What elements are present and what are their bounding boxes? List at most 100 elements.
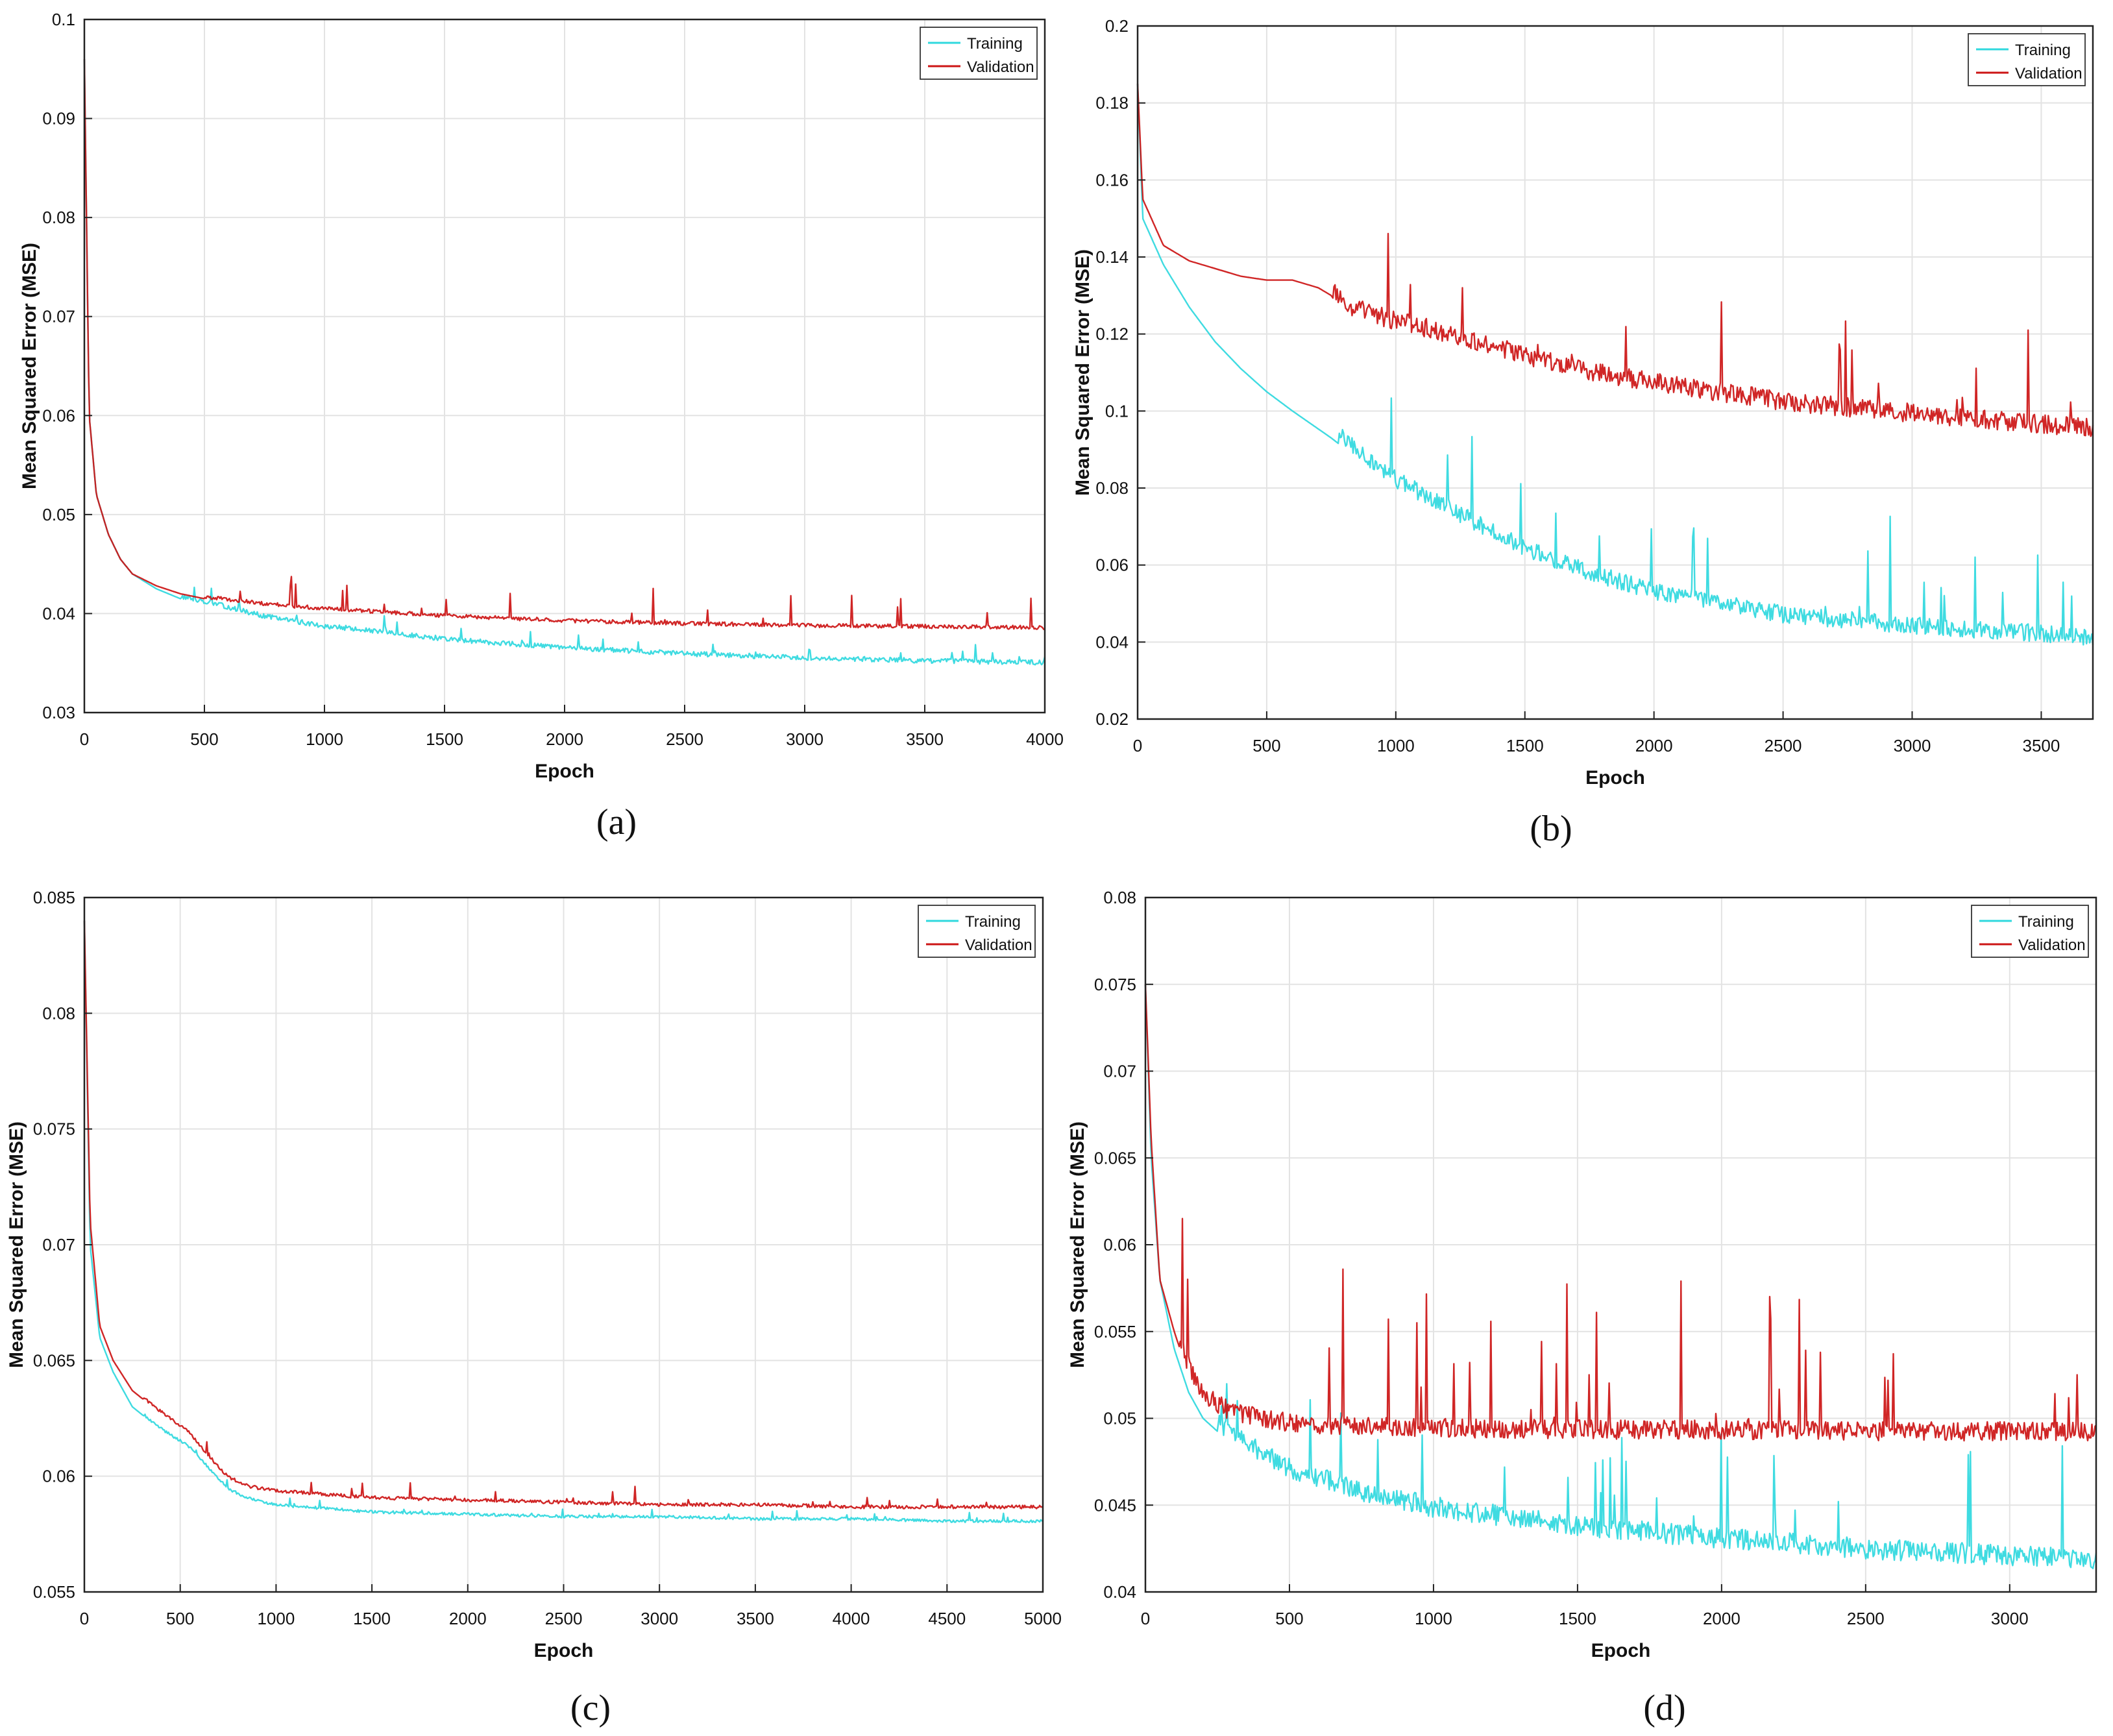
y-tick-label-b-8: 0.18 bbox=[1095, 93, 1129, 113]
y-tick-label-b-2: 0.06 bbox=[1095, 556, 1129, 575]
series-line-a-training bbox=[83, 58, 1046, 666]
x-tick-label-d-5: 2500 bbox=[1847, 1609, 1885, 1628]
x-tick-label-d-4: 2000 bbox=[1703, 1609, 1740, 1628]
x-tick-label-d-1: 500 bbox=[1275, 1609, 1303, 1628]
x-tick-label-d-2: 1000 bbox=[1415, 1609, 1452, 1628]
y-tick-label-a-1: 0.04 bbox=[42, 604, 75, 623]
y-tick-label-d-1: 0.045 bbox=[1094, 1495, 1136, 1515]
x-axis-label-b: Epoch bbox=[1585, 767, 1645, 789]
x-tick-label-b-2: 1000 bbox=[1377, 736, 1415, 755]
y-tick-label-d-6: 0.07 bbox=[1103, 1062, 1136, 1081]
y-tick-label-a-6: 0.09 bbox=[42, 109, 75, 128]
y-tick-label-d-4: 0.06 bbox=[1103, 1235, 1136, 1254]
series-line-a-validation bbox=[83, 58, 1045, 630]
series-line-d-validation bbox=[1144, 984, 2097, 1442]
y-tick-label-c-5: 0.08 bbox=[42, 1003, 75, 1023]
x-tick-label-b-1: 500 bbox=[1252, 736, 1280, 755]
y-tick-label-b-3: 0.08 bbox=[1095, 478, 1129, 498]
y-tick-label-c-6: 0.085 bbox=[33, 888, 75, 907]
caption-b: (b) bbox=[1530, 809, 1572, 849]
x-tick-label-a-8: 4000 bbox=[1026, 729, 1064, 749]
y-tick-label-a-2: 0.05 bbox=[42, 505, 75, 524]
legend-box-b bbox=[1968, 33, 2086, 86]
legend-label-b-training: Training bbox=[2015, 42, 2071, 59]
x-axis-label-c: Epoch bbox=[534, 1640, 594, 1661]
y-tick-label-d-0: 0.04 bbox=[1103, 1582, 1136, 1602]
y-tick-label-b-7: 0.16 bbox=[1095, 170, 1129, 189]
x-tick-label-d-0: 0 bbox=[1141, 1609, 1150, 1628]
panel-c: 0 500 1000 1500 2000 2500 3000 3500 4000 4500 5000… bbox=[6, 888, 1062, 1661]
legend-box-a bbox=[920, 27, 1038, 80]
legend-label-d-validation: Validation bbox=[2018, 936, 2086, 954]
caption-c: (c) bbox=[570, 1688, 611, 1728]
series-line-b-validation bbox=[1136, 83, 2094, 437]
series-line-c-training bbox=[83, 920, 1043, 1524]
x-tick-label-a-1: 500 bbox=[190, 729, 218, 749]
y-axis-label-a: Mean Squared Error (MSE) bbox=[19, 243, 40, 489]
y-tick-label-b-6: 0.14 bbox=[1095, 247, 1129, 267]
x-tick-label-c-7: 3500 bbox=[737, 1609, 774, 1628]
x-tick-label-a-5: 2500 bbox=[666, 729, 703, 749]
series-line-d-training bbox=[1144, 984, 2097, 1570]
y-tick-label-b-5: 0.12 bbox=[1095, 324, 1129, 344]
plot-area-b bbox=[1138, 26, 2093, 719]
y-tick-label-c-2: 0.065 bbox=[33, 1351, 75, 1370]
legend-c: Training Validation bbox=[918, 905, 1036, 958]
x-tick-label-c-8: 4000 bbox=[833, 1609, 870, 1628]
legend-a: Training Validation bbox=[920, 27, 1038, 80]
x-tick-label-c-4: 2000 bbox=[449, 1609, 487, 1628]
y-tick-label-c-0: 0.055 bbox=[33, 1582, 75, 1602]
legend-d: Training Validation bbox=[1971, 905, 2089, 958]
series-line-c-validation bbox=[83, 920, 1044, 1510]
x-tick-label-a-3: 1500 bbox=[426, 729, 463, 749]
x-tick-label-b-3: 1500 bbox=[1506, 736, 1544, 755]
panel-d: 0 500 1000 1500 2000 2500 3000 0.04 0.045 0.05 0.0… bbox=[1067, 888, 2097, 1661]
x-tick-label-b-5: 2500 bbox=[1765, 736, 1802, 755]
panel-b: 0 500 1000 1500 2000 2500 3000 3500 0.02 0.04 0.06… bbox=[1072, 16, 2094, 789]
x-tick-label-c-6: 3000 bbox=[641, 1609, 678, 1628]
y-tick-label-d-2: 0.05 bbox=[1103, 1409, 1136, 1428]
y-tick-label-d-7: 0.075 bbox=[1094, 975, 1136, 994]
x-tick-label-c-2: 1000 bbox=[257, 1609, 295, 1628]
y-axis-label-b: Mean Squared Error (MSE) bbox=[1072, 249, 1093, 496]
x-tick-label-b-0: 0 bbox=[1133, 736, 1142, 755]
x-tick-label-c-9: 4500 bbox=[928, 1609, 966, 1628]
x-axis-label-a: Epoch bbox=[535, 761, 594, 782]
x-tick-label-c-10: 5000 bbox=[1024, 1609, 1062, 1628]
y-tick-label-c-1: 0.06 bbox=[42, 1467, 75, 1486]
series-line-b-training bbox=[1136, 83, 2094, 646]
y-tick-label-a-5: 0.08 bbox=[42, 208, 75, 227]
legend-label-c-training: Training bbox=[965, 913, 1021, 931]
x-tick-label-a-2: 1000 bbox=[306, 729, 343, 749]
y-tick-label-a-3: 0.06 bbox=[42, 406, 75, 425]
y-tick-label-a-4: 0.07 bbox=[42, 307, 75, 326]
x-tick-label-b-4: 2000 bbox=[1635, 736, 1673, 755]
legend-label-d-training: Training bbox=[2018, 913, 2074, 931]
y-axis-label-d: Mean Squared Error (MSE) bbox=[1067, 1121, 1088, 1368]
y-tick-label-b-4: 0.1 bbox=[1105, 401, 1129, 421]
x-tick-label-a-4: 2000 bbox=[546, 729, 583, 749]
legend-label-c-validation: Validation bbox=[965, 936, 1032, 954]
y-tick-label-b-9: 0.2 bbox=[1105, 16, 1129, 36]
y-tick-label-b-1: 0.04 bbox=[1095, 632, 1129, 652]
x-tick-label-c-5: 2500 bbox=[545, 1609, 583, 1628]
y-tick-label-b-0: 0.02 bbox=[1095, 709, 1129, 729]
legend-box-d bbox=[1971, 905, 2089, 958]
y-tick-label-c-4: 0.075 bbox=[33, 1119, 75, 1139]
legend-box-c bbox=[918, 905, 1036, 958]
y-tick-label-a-7: 0.1 bbox=[52, 10, 75, 29]
x-tick-label-c-0: 0 bbox=[80, 1609, 89, 1628]
y-tick-label-c-3: 0.07 bbox=[42, 1235, 75, 1254]
legend-b: Training Validation bbox=[1968, 33, 2086, 86]
y-axis-label-c: Mean Squared Error (MSE) bbox=[6, 1121, 27, 1368]
y-tick-label-d-5: 0.065 bbox=[1094, 1148, 1136, 1168]
x-tick-label-c-1: 500 bbox=[166, 1609, 194, 1628]
x-axis-label-d: Epoch bbox=[1591, 1640, 1651, 1661]
x-tick-label-b-6: 3000 bbox=[1894, 736, 1931, 755]
x-tick-label-a-6: 3000 bbox=[786, 729, 824, 749]
x-tick-label-d-6: 3000 bbox=[1991, 1609, 2029, 1628]
y-tick-label-d-3: 0.055 bbox=[1094, 1322, 1136, 1341]
x-tick-label-b-7: 3500 bbox=[2023, 736, 2060, 755]
legend-label-a-training: Training bbox=[967, 35, 1023, 53]
